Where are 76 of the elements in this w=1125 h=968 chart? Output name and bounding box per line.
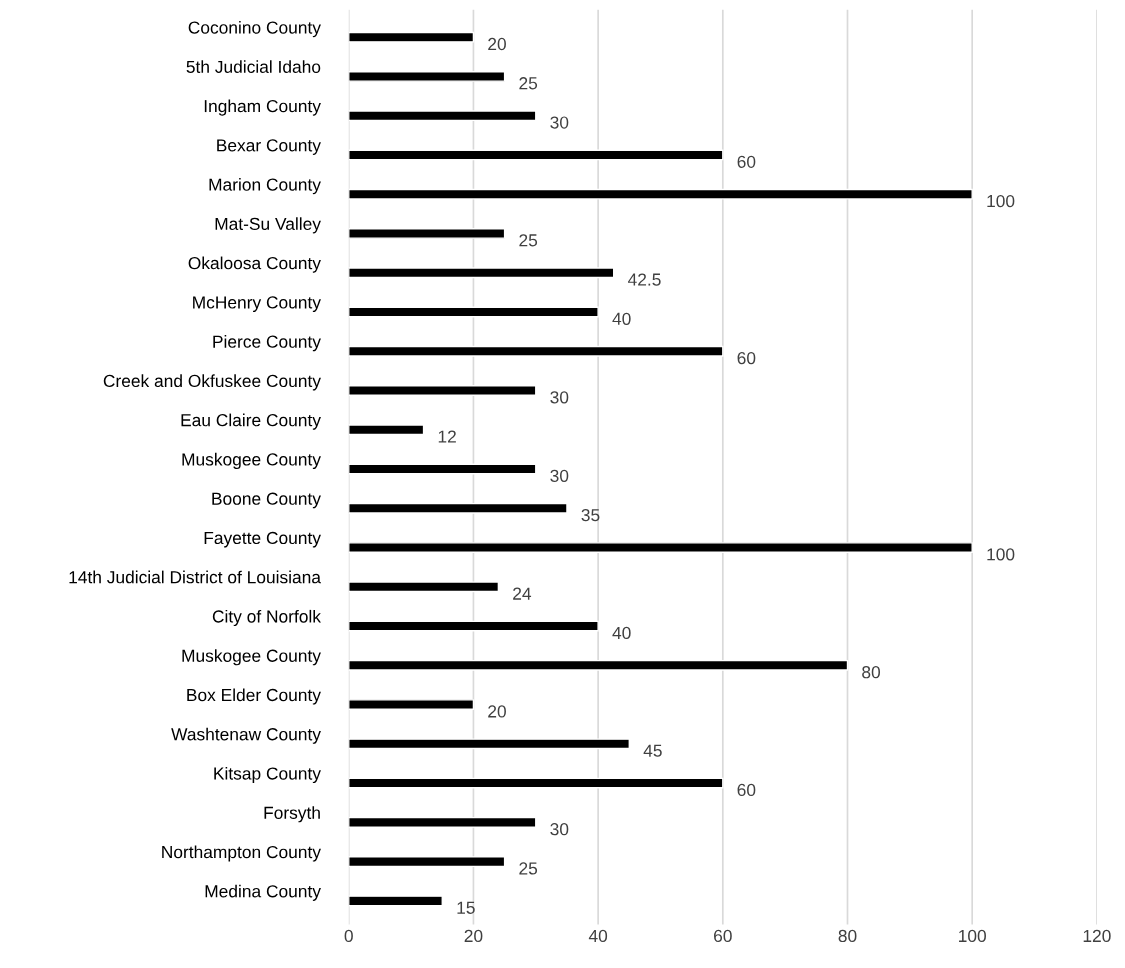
data-label: 42.5 xyxy=(628,273,661,286)
bar xyxy=(348,149,724,161)
data-label: 25 xyxy=(519,77,538,90)
y-tick-label: Box Elder County xyxy=(187,688,321,705)
x-tick-label: 120 xyxy=(1083,929,1111,943)
y-tick-label: Ingham County xyxy=(204,99,321,116)
bar xyxy=(348,188,973,200)
y-tick-label: Marion County xyxy=(209,178,321,195)
y-tick-label: Boone County xyxy=(212,492,321,509)
bar xyxy=(348,31,475,43)
y-tick-label: Muskogee County xyxy=(182,649,321,666)
y-tick-label: McHenry County xyxy=(193,296,321,312)
y-tick-label: Washtenaw County xyxy=(171,727,321,744)
bar xyxy=(348,816,537,828)
data-label: 25 xyxy=(519,234,538,247)
bar xyxy=(348,659,849,671)
data-label: 30 xyxy=(550,391,569,404)
bar xyxy=(348,581,500,593)
bar xyxy=(348,306,599,318)
data-label: 80 xyxy=(862,666,881,679)
y-tick-label: Bexar County xyxy=(217,139,321,155)
data-label: 60 xyxy=(737,351,756,365)
data-label: 45 xyxy=(643,744,662,757)
bar xyxy=(348,502,568,514)
data-label: 40 xyxy=(612,626,631,640)
y-tick-label: Pierce County xyxy=(213,335,321,352)
x-tick-label: 80 xyxy=(838,929,857,943)
data-label: 60 xyxy=(737,783,756,797)
bar xyxy=(348,542,973,553)
data-label: 30 xyxy=(550,823,569,836)
bar xyxy=(348,895,443,907)
bar xyxy=(348,424,425,436)
bar xyxy=(348,71,506,82)
x-tick-label: 20 xyxy=(464,929,483,943)
y-tick-label: Coconino County xyxy=(188,20,321,38)
x-tick-label: 60 xyxy=(714,929,732,943)
data-label: 15 xyxy=(457,901,475,914)
y-tick-label: Creek and Okfuskee County xyxy=(103,374,321,391)
bar xyxy=(348,463,537,475)
data-label: 20 xyxy=(488,37,506,51)
bar xyxy=(348,699,475,710)
data-label: 25 xyxy=(519,862,538,875)
y-tick-label: 5th Judicial Idaho xyxy=(186,60,321,73)
x-tick-label: 100 xyxy=(959,929,986,943)
bar xyxy=(348,267,615,279)
bar xyxy=(348,228,506,239)
y-tick-label: Northampton County xyxy=(162,845,321,862)
bar xyxy=(348,856,506,868)
data-label: 60 xyxy=(737,155,756,168)
bar xyxy=(348,777,724,789)
data-label: 24 xyxy=(513,587,532,600)
y-tick-label: Mat-Su Valley xyxy=(215,217,321,234)
data-label: 20 xyxy=(488,705,506,718)
bar xyxy=(348,620,599,632)
data-label: 100 xyxy=(987,548,1015,561)
y-tick-label: City of Norfolk xyxy=(212,609,321,627)
y-tick-label: Forsyth xyxy=(264,806,320,823)
data-label: 12 xyxy=(438,430,456,443)
y-tick-label: Eau Claire County xyxy=(181,413,321,430)
bar xyxy=(348,738,630,750)
data-label: 40 xyxy=(612,312,631,325)
data-label: 30 xyxy=(550,469,569,483)
y-tick-label: Okaloosa County xyxy=(188,256,321,273)
bar xyxy=(348,110,537,122)
bar xyxy=(348,345,724,357)
x-tick-label: 40 xyxy=(588,929,608,943)
data-label: 35 xyxy=(581,508,600,522)
bar xyxy=(348,385,537,396)
data-label: 100 xyxy=(987,194,1015,208)
y-tick-label: Kitsap County xyxy=(214,766,321,784)
y-tick-label: Medina County xyxy=(205,884,321,901)
y-tick-label: 14th Judicial District of Louisiana xyxy=(69,570,321,584)
y-tick-label: Fayette County xyxy=(204,531,321,548)
y-tick-label: Muskogee County xyxy=(182,452,321,470)
x-tick-label: 0 xyxy=(344,929,353,943)
data-label: 30 xyxy=(550,116,569,129)
